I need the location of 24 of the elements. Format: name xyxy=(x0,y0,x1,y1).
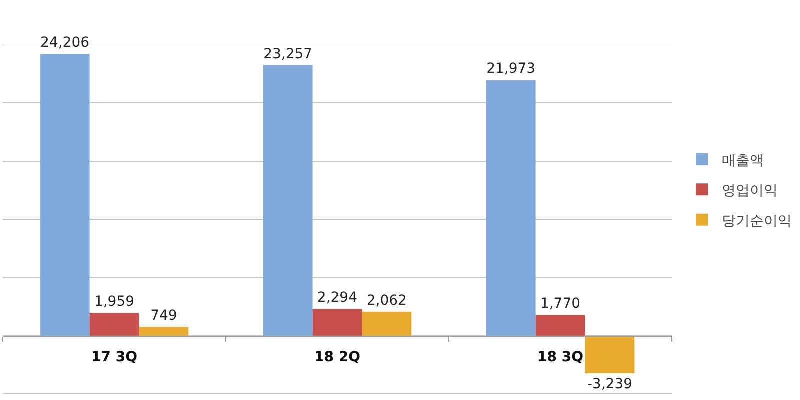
bar xyxy=(40,54,90,336)
bar xyxy=(486,80,536,336)
bar xyxy=(362,312,412,336)
data-label: 2,294 xyxy=(317,290,358,306)
bar xyxy=(536,315,586,336)
data-label: 24,206 xyxy=(40,35,90,52)
data-label: 23,257 xyxy=(264,46,313,62)
x-tick-label: 18 2Q xyxy=(314,350,361,366)
bar xyxy=(585,336,635,374)
bar xyxy=(312,309,362,336)
bar xyxy=(263,65,313,336)
data-label: 749 xyxy=(150,308,178,324)
legend-label: 매출액 xyxy=(722,152,764,169)
data-label: -3,239 xyxy=(587,376,633,393)
legend-label: 영업이익 xyxy=(722,183,778,200)
bar xyxy=(90,313,140,336)
data-label: 1,959 xyxy=(94,294,135,310)
x-tick-label: 18 3Q xyxy=(538,350,584,366)
x-tick-label: 17 3Q xyxy=(92,350,138,366)
bar xyxy=(139,327,189,336)
data-label: 21,973 xyxy=(486,61,536,78)
data-label: 2,062 xyxy=(366,292,407,309)
legend-label: 당기순이익 xyxy=(722,213,792,230)
data-label: 1,770 xyxy=(540,296,581,312)
